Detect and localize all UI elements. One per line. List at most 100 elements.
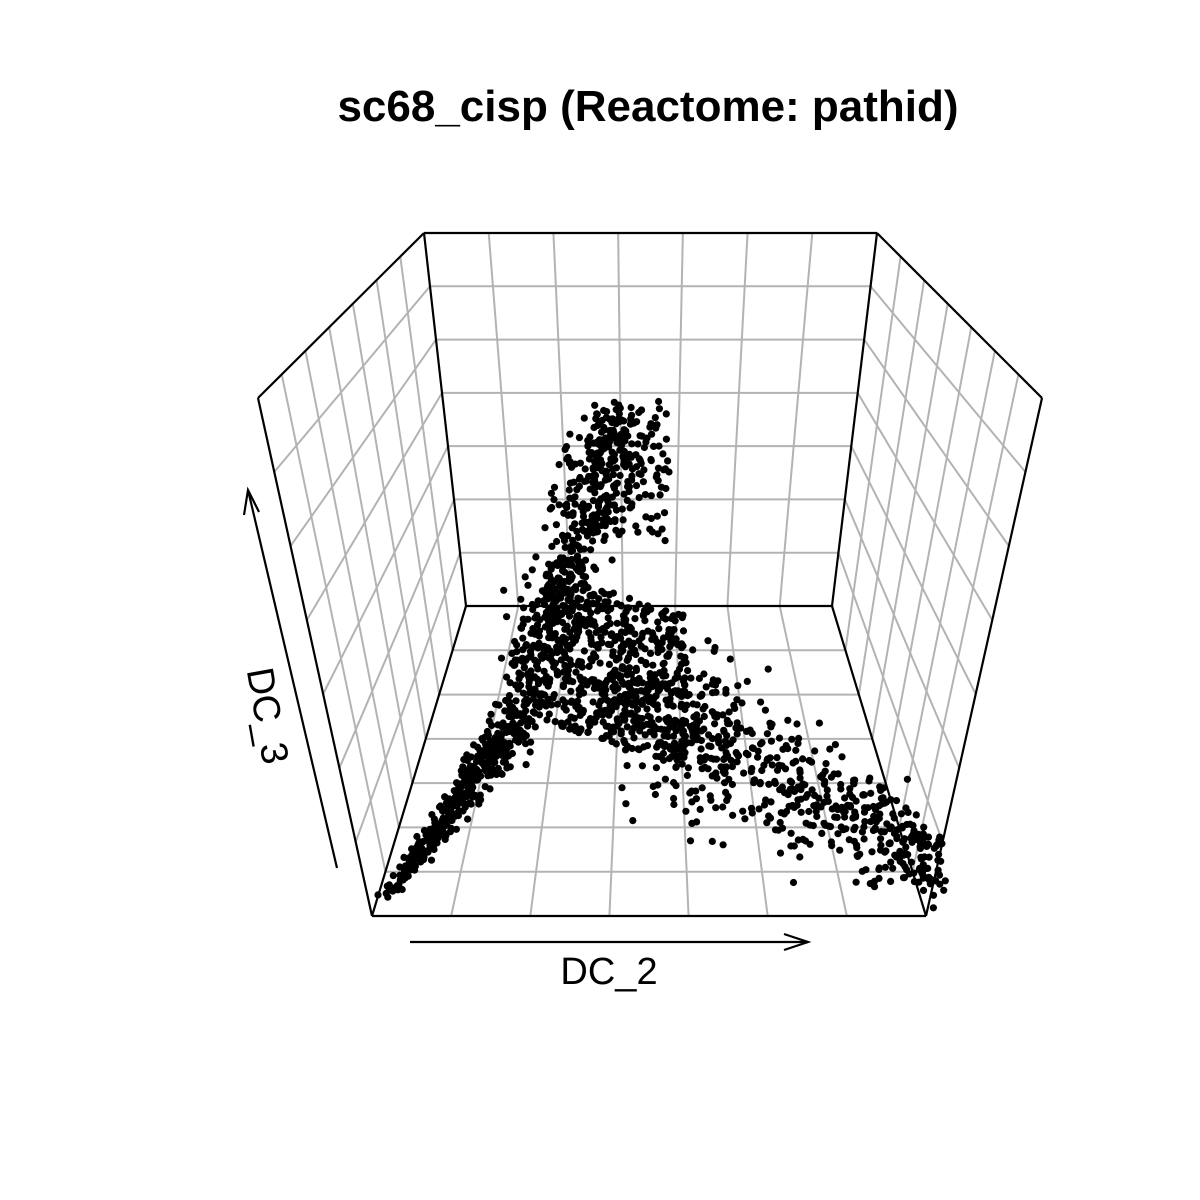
arm-point [682, 807, 690, 815]
ridge-point [609, 501, 617, 509]
tip-point [627, 403, 635, 412]
arm-point [882, 847, 890, 855]
anchor-point [934, 840, 942, 849]
ridge-point [501, 707, 509, 715]
x-axis-label: DC_2 [560, 951, 657, 993]
arm-point [649, 661, 657, 669]
tip-point [656, 491, 664, 499]
arm-point [618, 784, 626, 792]
tip-point [647, 457, 655, 465]
y-axis-label: DC_3 [238, 664, 296, 767]
arm-point [733, 758, 741, 766]
arm-point [899, 860, 907, 868]
back-wall-grid-line [552, 232, 572, 607]
anchor-point [441, 835, 449, 844]
wedge-point [670, 626, 678, 634]
ridge-point [571, 520, 579, 528]
left-wall-grid-line [322, 445, 449, 695]
anchor-point [396, 876, 404, 884]
arm-point [733, 696, 741, 704]
anchor-point [626, 623, 634, 631]
ridge-point [558, 554, 567, 563]
ridge-point [526, 648, 535, 656]
arm-point [712, 755, 721, 763]
wedge-point [567, 687, 575, 695]
ridge-point [528, 566, 536, 574]
arm-point [846, 790, 854, 798]
arm-point [852, 811, 860, 820]
arm-point [747, 768, 755, 776]
arm-point [728, 763, 737, 771]
arm-point [687, 674, 695, 682]
wedge-point [609, 589, 618, 597]
arm-point [851, 823, 859, 831]
wedge-point [652, 677, 660, 685]
box-edge [924, 397, 1044, 917]
arm-point [764, 665, 772, 673]
arm-point [660, 726, 669, 734]
ridge-point [517, 595, 525, 603]
wedge-point [577, 683, 585, 691]
x-axis-arrowhead [783, 932, 812, 952]
arm-point [686, 789, 694, 797]
ridge-point [531, 614, 539, 622]
wedge-point [617, 628, 626, 636]
wedge-point [626, 699, 635, 707]
ridge-point [454, 790, 462, 798]
anchor-point [531, 709, 539, 717]
arm-point [936, 833, 944, 841]
arm-point [754, 753, 762, 761]
arm-point [767, 737, 776, 745]
arm-point [750, 776, 758, 784]
ridge-point [476, 746, 484, 754]
wedge-point [570, 714, 579, 722]
ridge-point [608, 556, 616, 564]
arm-point [623, 762, 631, 770]
wedge-point [557, 656, 565, 664]
tip-point [604, 496, 612, 504]
arm-point [654, 781, 662, 789]
tip-point [640, 466, 648, 474]
ridge-point [533, 675, 542, 684]
wedge-point [576, 603, 584, 611]
ridge-point [495, 701, 503, 709]
ridge-point [500, 741, 508, 749]
tip-point [618, 527, 626, 535]
wedge-point [560, 720, 568, 728]
arm-point [784, 716, 792, 724]
ridge-point [635, 494, 643, 502]
right-wall-grid-line [863, 338, 1010, 547]
arm-point [696, 805, 704, 814]
arm-point [824, 797, 832, 806]
arm-point [910, 869, 918, 877]
arm-point [693, 711, 701, 719]
wedge-point [632, 666, 641, 675]
wedge-point [586, 715, 595, 723]
arm-point [875, 864, 883, 872]
ridge-point [534, 597, 542, 605]
wedge-point [629, 676, 638, 684]
ridge-point [505, 692, 514, 700]
arm-point [924, 875, 933, 883]
wedge-point [650, 725, 658, 733]
arm-point [688, 819, 696, 828]
arm-point [889, 810, 897, 818]
wedge-point [575, 657, 583, 666]
box-edge [876, 232, 1043, 399]
arm-point [697, 736, 706, 745]
tip-point [661, 537, 669, 545]
arm-point [908, 838, 916, 846]
arm-point [887, 823, 895, 831]
wedge-point [567, 576, 575, 584]
arm-point [776, 818, 784, 827]
anchor-point [710, 679, 718, 687]
y-axis-arrow [246, 489, 339, 869]
arm-point [877, 835, 885, 843]
wedge-point [579, 706, 588, 715]
arm-point [705, 742, 713, 750]
ridge-point [474, 752, 482, 760]
ridge-point [550, 483, 559, 491]
anchor-point [615, 401, 623, 409]
ridge-point [430, 815, 438, 823]
ridge-point [506, 763, 514, 771]
